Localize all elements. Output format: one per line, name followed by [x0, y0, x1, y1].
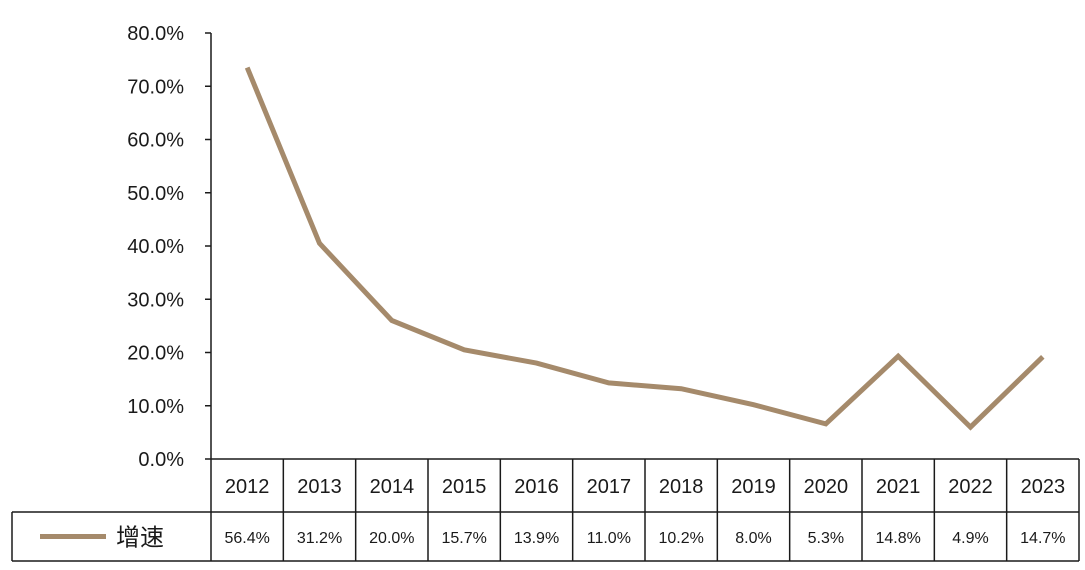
table-value-cell: 4.9%	[952, 530, 988, 547]
x-category-label: 2015	[442, 476, 487, 498]
x-category-label: 2023	[1021, 476, 1066, 498]
y-tick-label: 50.0%	[127, 183, 184, 205]
y-tick-label: 60.0%	[127, 130, 184, 152]
y-tick-label: 0.0%	[138, 449, 184, 471]
y-tick-label: 70.0%	[127, 76, 184, 98]
x-category-label: 2018	[659, 476, 704, 498]
table-value-cell: 8.0%	[735, 530, 771, 547]
table-value-cell: 56.4%	[224, 530, 269, 547]
table-value-cell: 10.2%	[658, 530, 703, 547]
table-value-cell: 31.2%	[297, 530, 342, 547]
table-value-cell: 11.0%	[587, 530, 631, 547]
x-category-label: 2012	[225, 476, 270, 498]
y-tick-label: 20.0%	[127, 343, 184, 365]
y-tick-label: 40.0%	[127, 236, 184, 258]
y-tick-label: 10.0%	[127, 396, 184, 418]
legend: 增速	[40, 525, 164, 552]
series-layer	[247, 68, 1043, 428]
x-category-label: 2017	[587, 476, 632, 498]
table-value-cell: 14.7%	[1020, 530, 1065, 547]
x-category-label: 2020	[804, 476, 849, 498]
y-tick-label: 80.0%	[127, 23, 184, 45]
x-category-label: 2021	[876, 476, 921, 498]
data-table: 2012 56.4% 2013 31.2% 2014 20.0% 2015 15.7% 2016…	[12, 459, 1079, 561]
y-axis: 0.0% 10.0% 20.0% 30.0% 40.0% 50.0% 60.0% 70.0% 8…	[127, 23, 211, 471]
y-tick-label: 30.0%	[127, 289, 184, 311]
series-line-增速	[247, 68, 1043, 428]
table-value-cell: 14.8%	[875, 530, 920, 547]
table-value-cell: 13.9%	[514, 530, 559, 547]
table-value-cell: 15.7%	[441, 530, 486, 547]
table-value-cell: 20.0%	[369, 530, 414, 547]
table-value-cell: 5.3%	[808, 530, 844, 547]
legend-label: 增速	[116, 525, 164, 552]
x-category-label: 2013	[297, 476, 342, 498]
x-category-label: 2014	[370, 476, 415, 498]
x-category-label: 2019	[731, 476, 776, 498]
x-category-label: 2022	[948, 476, 993, 498]
x-category-label: 2016	[514, 476, 559, 498]
